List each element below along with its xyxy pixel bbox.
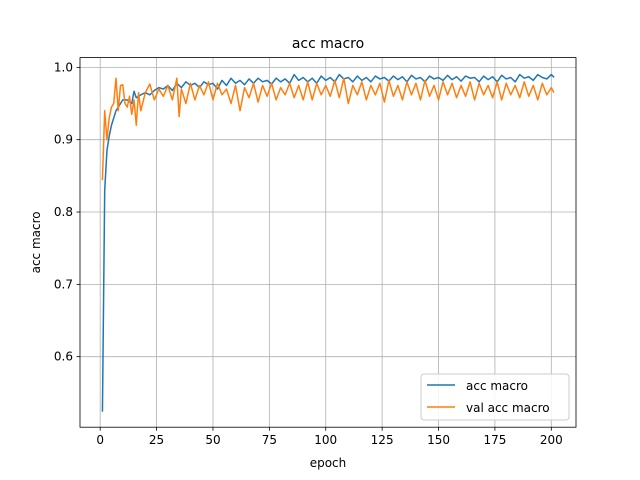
x-tick-label: 125 (371, 433, 394, 447)
legend: acc macro val acc macro (420, 373, 570, 421)
x-tick-label: 175 (483, 433, 506, 447)
x-tick-label: 150 (427, 433, 450, 447)
axis-ticks: 0 25 50 75 100 125 150 175 200 0.6 0.7 0.8 0.9 1.0 (54, 60, 563, 447)
grid-lines (80, 57, 576, 428)
y-tick-label: 1.0 (54, 60, 73, 74)
plot-frame (79, 57, 577, 428)
y-tick-label: 0.6 (54, 350, 73, 364)
y-axis-label: acc macro (29, 211, 43, 273)
x-tick-label: 200 (540, 433, 563, 447)
y-tick-label: 0.8 (54, 205, 73, 219)
x-tick-label: 75 (262, 433, 277, 447)
series-layer (101, 73, 555, 412)
x-tick-label: 25 (149, 433, 164, 447)
chart-title: acc macro (292, 36, 364, 52)
y-tick-label: 0.9 (54, 133, 73, 147)
series-line-val-acc-macro (101, 77, 555, 181)
legend-label-acc-macro: acc macro (466, 379, 528, 393)
x-tick-label: 50 (205, 433, 220, 447)
legend-box (420, 373, 570, 421)
x-tick-label: 0 (96, 433, 104, 447)
x-tick-label: 100 (314, 433, 337, 447)
x-axis-label: epoch (310, 456, 347, 470)
legend-label-val-acc-macro: val acc macro (466, 401, 550, 415)
y-tick-label: 0.7 (54, 277, 73, 291)
